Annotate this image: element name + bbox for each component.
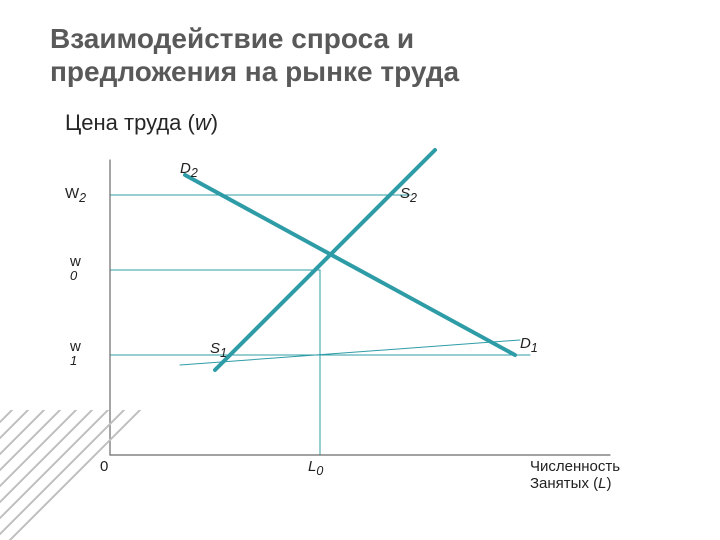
label-D2: D2 bbox=[180, 160, 198, 180]
chart-svg bbox=[65, 145, 655, 495]
label-D1: D1 bbox=[520, 335, 538, 355]
label-W2: W2 bbox=[65, 185, 86, 205]
labor-market-chart: W2 w0 w1 0 L0 D2 D1 S2 S1 Численность За… bbox=[65, 145, 655, 495]
label-w1: w1 bbox=[70, 340, 81, 369]
y-axis-caption: Цена труда (w) bbox=[65, 110, 218, 136]
label-S2: S2 bbox=[400, 185, 417, 205]
title-line2: предложения на рынке труда bbox=[50, 56, 459, 87]
label-origin: 0 bbox=[100, 458, 108, 475]
title-line1: Взаимодействие спроса и bbox=[50, 23, 414, 54]
label-w0: w0 bbox=[70, 255, 81, 284]
label-S1: S1 bbox=[210, 340, 227, 360]
y-caption-post: ) bbox=[211, 110, 218, 135]
y-caption-var: w bbox=[195, 110, 211, 135]
y-caption-pre: Цена труда ( bbox=[65, 110, 195, 135]
x-axis-caption: Численность Занятых (L) bbox=[530, 458, 620, 493]
label-L0: L0 bbox=[308, 458, 323, 478]
slide-title: Взаимодействие спроса и предложения на р… bbox=[50, 22, 459, 88]
